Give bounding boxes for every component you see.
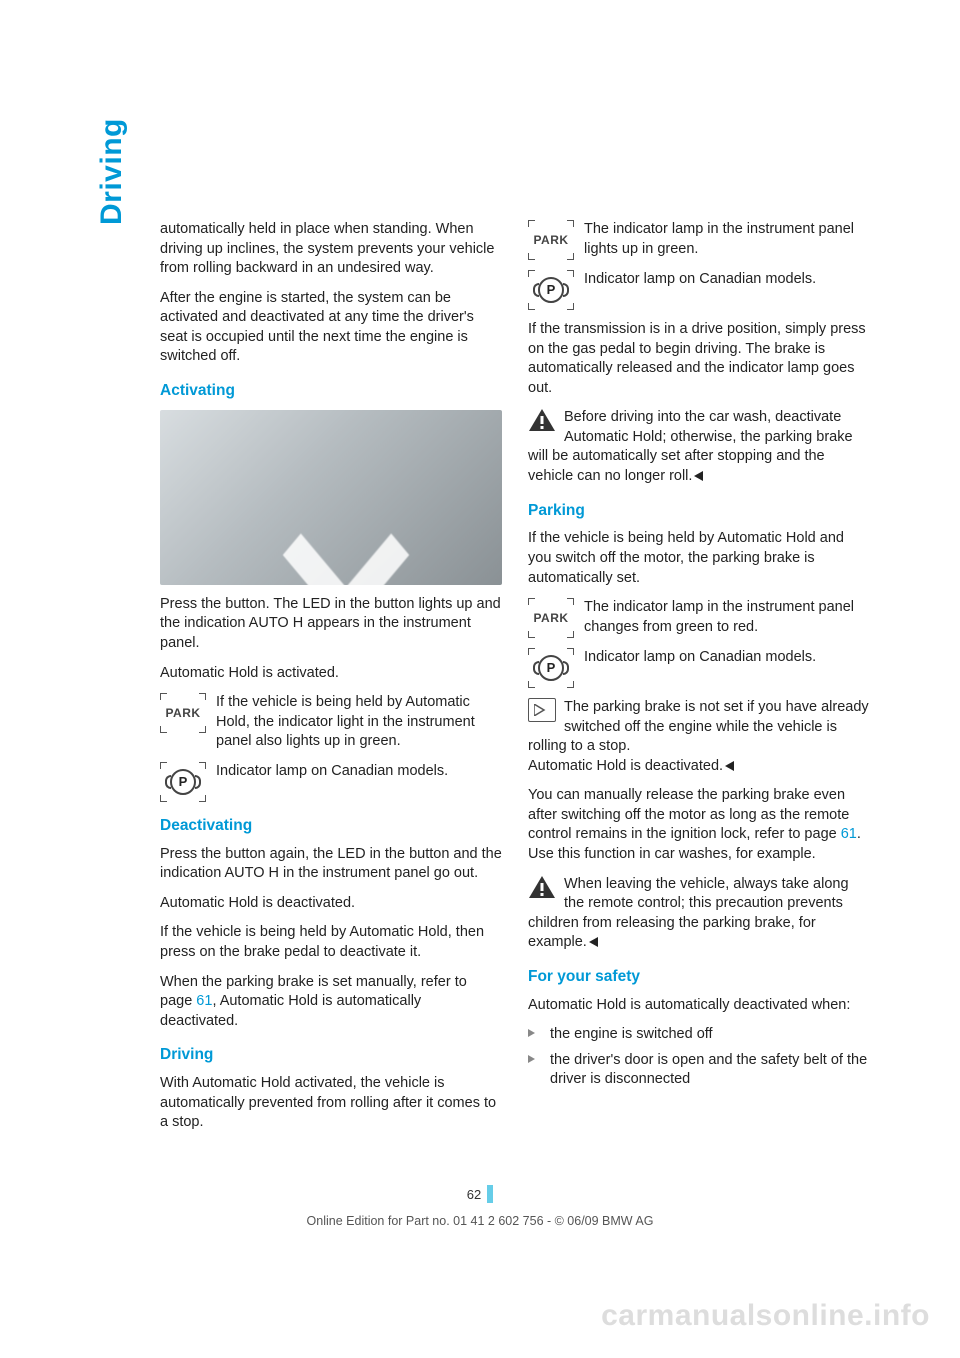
warning-text: Before driving into the car wash, deacti…: [528, 409, 853, 484]
body-text: automatically held in place when standin…: [160, 220, 502, 279]
body-text: Press the button. The LED in the button …: [160, 595, 502, 654]
heading-safety: For your safety: [528, 967, 870, 988]
heading-activating: Activating: [160, 381, 502, 402]
heading-deactivating: Deactivating: [160, 816, 502, 837]
park-icon: PARK: [160, 693, 206, 733]
body-text: Press the button again, the LED in the b…: [160, 845, 502, 884]
warning-block: When leaving the vehicle, always take al…: [528, 875, 870, 953]
body-text: If the vehicle is being held by Automati…: [528, 529, 870, 588]
indicator-text: The indicator lamp in the instrument pan…: [584, 220, 870, 259]
page-bar-icon: [487, 1185, 493, 1203]
page-number: 62: [467, 1187, 481, 1202]
safety-list: the engine is switched off the driver's …: [528, 1025, 870, 1090]
p-circle-icon: P: [528, 270, 574, 310]
body-text: Automatic Hold is deactivated.: [160, 894, 502, 914]
indicator-park: PARK If the vehicle is being held by Aut…: [160, 693, 502, 752]
body-text: Automatic Hold is automatically deactiva…: [528, 996, 870, 1016]
p-circle-icon: P: [160, 762, 206, 802]
note-block: The parking brake is not set if you have…: [528, 698, 870, 776]
indicator-p-circle: P Indicator lamp on Canadian models.: [160, 762, 502, 802]
body-text: When the parking brake is set manually, …: [160, 973, 502, 1032]
indicator-park: PARK The indicator lamp in the instrumen…: [528, 220, 870, 260]
page-ref[interactable]: 61: [841, 826, 857, 842]
note-text: The parking brake is not set if you have…: [528, 699, 869, 754]
footer-text: Online Edition for Part no. 01 41 2 602 …: [0, 1214, 960, 1228]
body-text: If the transmission is in a drive positi…: [528, 320, 870, 398]
warning-icon: [528, 408, 556, 432]
indicator-park: PARK The indicator lamp in the instrumen…: [528, 598, 870, 638]
heading-driving: Driving: [160, 1045, 502, 1066]
end-mark-icon: [725, 761, 734, 771]
indicator-text: Indicator lamp on Canadian models.: [584, 270, 816, 290]
end-mark-icon: [589, 937, 598, 947]
body-text: After the engine is started, the system …: [160, 289, 502, 367]
note-text: Automatic Hold is deactivated.: [528, 758, 723, 774]
manual-page: Driving automatically held in place when…: [0, 0, 960, 1358]
warning-text: When leaving the vehicle, always take al…: [528, 876, 849, 951]
heading-parking: Parking: [528, 501, 870, 522]
list-item: the driver's door is open and the safety…: [528, 1051, 870, 1090]
page-ref[interactable]: 61: [196, 993, 212, 1009]
indicator-p-circle: P Indicator lamp on Canadian models.: [528, 270, 870, 310]
body-text: If the vehicle is being held by Automati…: [160, 923, 502, 962]
body-text: With Automatic Hold activated, the vehic…: [160, 1074, 502, 1133]
indicator-text: If the vehicle is being held by Automati…: [216, 693, 502, 752]
list-item: the engine is switched off: [528, 1025, 870, 1045]
end-mark-icon: [694, 471, 703, 481]
body-text: You can manually release the parking bra…: [528, 786, 870, 864]
indicator-text: The indicator lamp in the instrument pan…: [584, 598, 870, 637]
park-icon: PARK: [528, 598, 574, 638]
section-title: Driving: [95, 118, 129, 225]
p-circle-icon: P: [528, 648, 574, 688]
note-icon: [528, 698, 556, 722]
indicator-p-circle: P Indicator lamp on Canadian models.: [528, 648, 870, 688]
indicator-text: Indicator lamp on Canadian models.: [584, 648, 816, 668]
park-icon: PARK: [528, 220, 574, 260]
indicator-text: Indicator lamp on Canadian models.: [216, 762, 448, 782]
button-photo: [160, 410, 502, 585]
page-number-row: 62: [0, 1185, 960, 1203]
watermark: carmanualsonline.info: [601, 1299, 930, 1333]
body-text: Automatic Hold is activated.: [160, 664, 502, 684]
left-column: automatically held in place when standin…: [160, 220, 502, 1143]
warning-icon: [528, 875, 556, 899]
warning-block: Before driving into the car wash, deacti…: [528, 408, 870, 486]
right-column: PARK The indicator lamp in the instrumen…: [528, 220, 870, 1143]
content-columns: automatically held in place when standin…: [160, 220, 870, 1143]
